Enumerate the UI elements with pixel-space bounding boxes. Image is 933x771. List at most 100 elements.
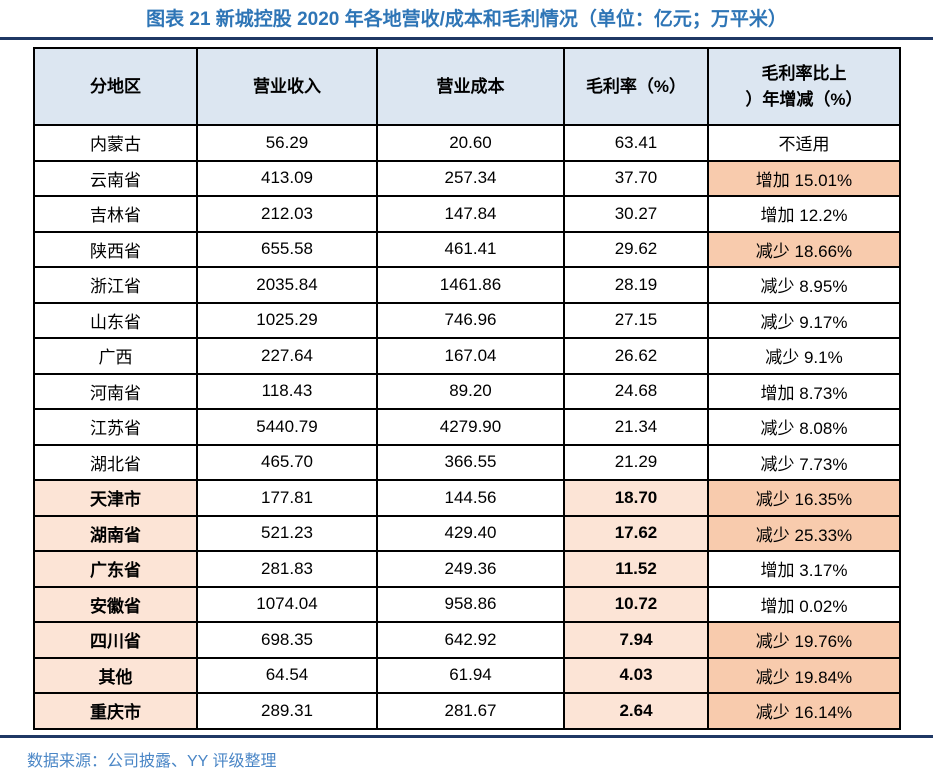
revenue-cell: 413.09	[196, 159, 378, 197]
margin-cell: 27.15	[563, 301, 709, 339]
table-row: 广西 227.64 167.04 26.62 减少 9.1%	[33, 337, 901, 375]
table-row: 四川省 698.35 642.92 7.94 减少 19.76%	[33, 621, 901, 659]
margin-cell: 30.27	[563, 195, 709, 233]
change-cell: 增加 15.01%	[707, 159, 901, 197]
col-header-revenue: 营业收入	[196, 47, 378, 126]
change-cell: 减少 19.76%	[707, 621, 901, 659]
cost-cell: 281.67	[376, 692, 565, 730]
cost-cell: 1461.86	[376, 266, 565, 304]
revenue-cell: 1025.29	[196, 301, 378, 339]
change-cell: 增加 0.02%	[707, 585, 901, 623]
cost-cell: 366.55	[376, 443, 565, 481]
header-row: 分地区 营业收入 营业成本 毛利率（%） 毛利率比上 ）年增减（%）	[33, 47, 901, 126]
cost-cell: 642.92	[376, 621, 565, 659]
table-row: 河南省 118.43 89.20 24.68 增加 8.73%	[33, 372, 901, 410]
change-cell: 增加 12.2%	[707, 195, 901, 233]
table-row: 江苏省 5440.79 4279.90 21.34 减少 8.08%	[33, 408, 901, 446]
region-cell: 广东省	[33, 550, 198, 588]
table-header: 分地区 营业收入 营业成本 毛利率（%） 毛利率比上 ）年增减（%）	[33, 47, 901, 126]
cost-cell: 61.94	[376, 656, 565, 694]
revenue-cell: 465.70	[196, 443, 378, 481]
margin-cell: 4.03	[563, 656, 709, 694]
change-cell: 减少 8.08%	[707, 408, 901, 446]
revenue-cell: 118.43	[196, 372, 378, 410]
data-table: 分地区 营业收入 营业成本 毛利率（%） 毛利率比上 ）年增减（%） 内蒙古 5…	[33, 47, 901, 730]
region-cell: 四川省	[33, 621, 198, 659]
bottom-rule	[0, 734, 933, 738]
margin-cell: 10.72	[563, 585, 709, 623]
revenue-cell: 177.81	[196, 479, 378, 517]
region-cell: 天津市	[33, 479, 198, 517]
change-cell: 减少 8.95%	[707, 266, 901, 304]
change-cell: 减少 18.66%	[707, 230, 901, 268]
table-row: 重庆市 289.31 281.67 2.64 减少 16.14%	[33, 692, 901, 730]
change-cell: 减少 9.1%	[707, 337, 901, 375]
cost-cell: 144.56	[376, 479, 565, 517]
region-cell: 江苏省	[33, 408, 198, 446]
margin-cell: 24.68	[563, 372, 709, 410]
table-body: 内蒙古 56.29 20.60 63.41 不适用 云南省 413.09 257…	[33, 124, 901, 730]
margin-cell: 29.62	[563, 230, 709, 268]
region-cell: 吉林省	[33, 195, 198, 233]
region-cell: 浙江省	[33, 266, 198, 304]
table-row: 湖北省 465.70 366.55 21.29 减少 7.73%	[33, 443, 901, 481]
margin-cell: 21.29	[563, 443, 709, 481]
table-row: 广东省 281.83 249.36 11.52 增加 3.17%	[33, 550, 901, 588]
revenue-cell: 289.31	[196, 692, 378, 730]
revenue-cell: 1074.04	[196, 585, 378, 623]
table-row: 浙江省 2035.84 1461.86 28.19 减少 8.95%	[33, 266, 901, 304]
revenue-cell: 64.54	[196, 656, 378, 694]
revenue-cell: 227.64	[196, 337, 378, 375]
col-header-change: 毛利率比上 ）年增减（%）	[707, 47, 901, 126]
margin-cell: 7.94	[563, 621, 709, 659]
cost-cell: 461.41	[376, 230, 565, 268]
table-row: 吉林省 212.03 147.84 30.27 增加 12.2%	[33, 195, 901, 233]
margin-cell: 17.62	[563, 514, 709, 552]
change-cell: 减少 16.35%	[707, 479, 901, 517]
table-row: 天津市 177.81 144.56 18.70 减少 16.35%	[33, 479, 901, 517]
revenue-cell: 56.29	[196, 124, 378, 162]
table-row: 陕西省 655.58 461.41 29.62 减少 18.66%	[33, 230, 901, 268]
region-cell: 山东省	[33, 301, 198, 339]
table-row: 安徽省 1074.04 958.86 10.72 增加 0.02%	[33, 585, 901, 623]
table-row: 山东省 1025.29 746.96 27.15 减少 9.17%	[33, 301, 901, 339]
table-row: 其他 64.54 61.94 4.03 减少 19.84%	[33, 656, 901, 694]
col-header-margin: 毛利率（%）	[563, 47, 709, 126]
change-cell: 减少 16.14%	[707, 692, 901, 730]
region-cell: 广西	[33, 337, 198, 375]
cost-cell: 746.96	[376, 301, 565, 339]
cost-cell: 167.04	[376, 337, 565, 375]
change-cell: 不适用	[707, 124, 901, 162]
revenue-cell: 521.23	[196, 514, 378, 552]
change-cell: 减少 19.84%	[707, 656, 901, 694]
table-row: 云南省 413.09 257.34 37.70 增加 15.01%	[33, 159, 901, 197]
region-cell: 云南省	[33, 159, 198, 197]
cost-cell: 147.84	[376, 195, 565, 233]
revenue-cell: 698.35	[196, 621, 378, 659]
cost-cell: 958.86	[376, 585, 565, 623]
cost-cell: 249.36	[376, 550, 565, 588]
margin-cell: 2.64	[563, 692, 709, 730]
cost-cell: 4279.90	[376, 408, 565, 446]
margin-cell: 37.70	[563, 159, 709, 197]
margin-cell: 21.34	[563, 408, 709, 446]
cost-cell: 20.60	[376, 124, 565, 162]
table-row: 湖南省 521.23 429.40 17.62 减少 25.33%	[33, 514, 901, 552]
margin-cell: 63.41	[563, 124, 709, 162]
region-cell: 湖北省	[33, 443, 198, 481]
revenue-cell: 281.83	[196, 550, 378, 588]
margin-cell: 18.70	[563, 479, 709, 517]
col-header-region: 分地区	[33, 47, 198, 126]
cost-cell: 89.20	[376, 372, 565, 410]
data-source-note: 数据来源：公司披露、YY 评级整理	[27, 752, 277, 770]
change-cell: 增加 8.73%	[707, 372, 901, 410]
change-cell: 减少 9.17%	[707, 301, 901, 339]
region-cell: 陕西省	[33, 230, 198, 268]
region-cell: 重庆市	[33, 692, 198, 730]
region-cell: 河南省	[33, 372, 198, 410]
region-cell: 湖南省	[33, 514, 198, 552]
revenue-cell: 212.03	[196, 195, 378, 233]
region-cell: 其他	[33, 656, 198, 694]
region-cell: 安徽省	[33, 585, 198, 623]
revenue-cell: 2035.84	[196, 266, 378, 304]
